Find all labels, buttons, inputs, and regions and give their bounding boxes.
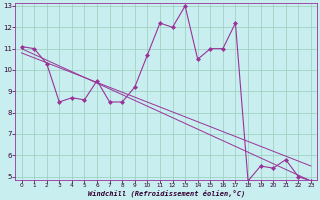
X-axis label: Windchill (Refroidissement éolien,°C): Windchill (Refroidissement éolien,°C) <box>88 190 245 197</box>
